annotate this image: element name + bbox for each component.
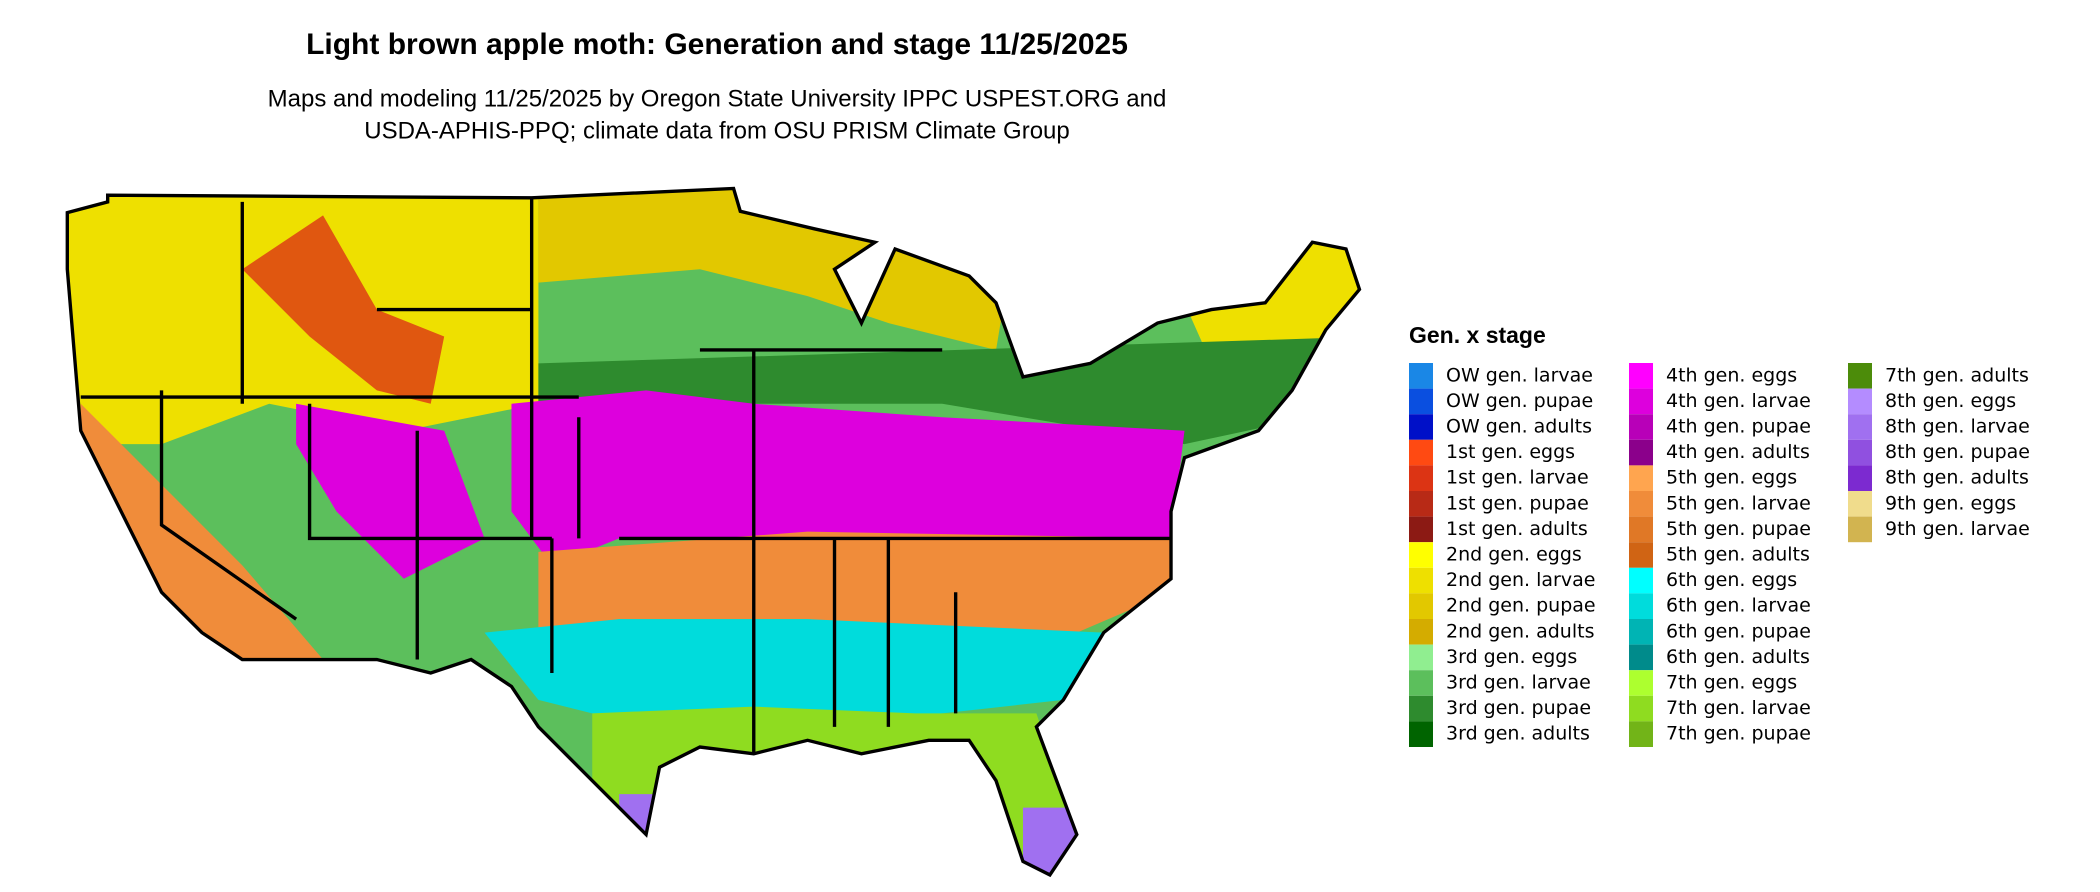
legend-label: 7th gen. pupae bbox=[1666, 723, 1811, 745]
legend-swatch bbox=[1629, 567, 1653, 594]
legend-swatch bbox=[1629, 363, 1653, 389]
legend-label: 2nd gen. eggs bbox=[1446, 544, 1582, 566]
region bbox=[484, 619, 1104, 727]
legend-label: 2nd gen. pupae bbox=[1446, 595, 1596, 617]
legend-label: 5th gen. eggs bbox=[1666, 467, 1797, 489]
legend-swatch bbox=[1848, 414, 1872, 440]
legend-label: 7th gen. eggs bbox=[1666, 672, 1797, 694]
legend-swatch bbox=[1629, 491, 1653, 517]
legend-label: 2nd gen. adults bbox=[1446, 620, 1594, 642]
legend-swatch bbox=[1629, 670, 1653, 696]
region bbox=[242, 215, 445, 404]
legend-label: 8th gen. adults bbox=[1885, 467, 2029, 489]
legend-swatch bbox=[1629, 721, 1653, 747]
legend-label: 4th gen. eggs bbox=[1666, 364, 1797, 386]
legend-swatch bbox=[1409, 516, 1433, 543]
legend-swatch bbox=[1409, 491, 1433, 517]
region bbox=[538, 336, 1360, 445]
legend-swatch bbox=[1409, 593, 1433, 619]
legend-swatch bbox=[1848, 388, 1872, 415]
legend-label: 5th gen. larvae bbox=[1666, 492, 1811, 514]
legend-label: 2nd gen. larvae bbox=[1446, 569, 1595, 591]
legend-swatch bbox=[1409, 388, 1433, 415]
legend-swatch bbox=[1629, 593, 1653, 619]
legend-swatch bbox=[1629, 465, 1653, 491]
legend-swatch bbox=[1848, 363, 1872, 389]
legend-label: 8th gen. pupae bbox=[1885, 441, 2030, 463]
legend: OW gen. larvae OW gen. pupae OW gen. adult… bbox=[1409, 363, 2030, 747]
region bbox=[538, 531, 1185, 633]
legend-swatch bbox=[1848, 491, 1872, 517]
legend-label: 9th gen. larvae bbox=[1885, 518, 2030, 540]
region bbox=[296, 403, 485, 579]
legend-label: OW gen. pupae bbox=[1446, 390, 1593, 412]
legend-label: 7th gen. adults bbox=[1885, 364, 2029, 386]
legend-swatch bbox=[1629, 414, 1653, 440]
legend-label: 6th gen. eggs bbox=[1666, 569, 1797, 591]
region bbox=[592, 706, 1077, 875]
legend-swatch bbox=[1409, 439, 1433, 466]
legend-label: 6th gen. larvae bbox=[1666, 595, 1811, 617]
legend-label: OW gen. adults bbox=[1446, 416, 1592, 438]
legend-label: 3rd gen. pupae bbox=[1446, 697, 1591, 719]
legend-label: 1st gen. adults bbox=[1446, 518, 1588, 540]
map-regions bbox=[67, 188, 1360, 875]
legend-title: Gen. x stage bbox=[1409, 322, 1546, 348]
legend-swatch bbox=[1629, 388, 1653, 415]
legend-swatch bbox=[1409, 363, 1433, 389]
legend-label: 5th gen. pupae bbox=[1666, 518, 1811, 540]
legend-swatch bbox=[1629, 439, 1653, 466]
legend-label: 7th gen. larvae bbox=[1666, 697, 1811, 719]
legend-label: 3rd gen. eggs bbox=[1446, 646, 1577, 668]
legend-swatch bbox=[1848, 465, 1872, 491]
legend-swatch bbox=[1409, 695, 1433, 722]
legend-swatch bbox=[1629, 516, 1653, 543]
legend-swatch bbox=[1848, 439, 1872, 466]
legend-swatch bbox=[1629, 695, 1653, 722]
legend-swatch bbox=[1409, 670, 1433, 696]
legend-label: 8th gen. eggs bbox=[1885, 390, 2016, 412]
region bbox=[511, 390, 1185, 566]
legend-label: 6th gen. adults bbox=[1666, 646, 1810, 668]
legend-swatch bbox=[1409, 542, 1433, 568]
legend-label: 1st gen. larvae bbox=[1446, 467, 1589, 489]
legend-label: 6th gen. pupae bbox=[1666, 620, 1811, 642]
legend-label: 4th gen. pupae bbox=[1666, 416, 1811, 438]
legend-swatch bbox=[1629, 542, 1653, 568]
legend-label: 3rd gen. larvae bbox=[1446, 672, 1591, 694]
legend-label: 1st gen. pupae bbox=[1446, 492, 1589, 514]
legend-label: 5th gen. adults bbox=[1666, 544, 1810, 566]
title: Light brown apple moth: Generation and s… bbox=[306, 28, 1128, 61]
legend-label: OW gen. larvae bbox=[1446, 364, 1593, 386]
legend-swatch bbox=[1409, 414, 1433, 440]
legend-label: 1st gen. eggs bbox=[1446, 441, 1575, 463]
subtitle: Maps and modeling 11/25/2025 by Oregon S… bbox=[268, 85, 1167, 112]
legend-swatch bbox=[1409, 567, 1433, 594]
legend-label: 4th gen. adults bbox=[1666, 441, 1810, 463]
legend-label: 8th gen. larvae bbox=[1885, 416, 2030, 438]
legend-label: 3rd gen. adults bbox=[1446, 723, 1590, 745]
legend-swatch bbox=[1409, 721, 1433, 747]
legend-swatch bbox=[1848, 516, 1872, 543]
legend-label: 9th gen. eggs bbox=[1885, 492, 2016, 514]
legend-swatch bbox=[1409, 644, 1433, 671]
state-borders bbox=[65, 186, 1362, 878]
legend-swatch bbox=[1409, 465, 1433, 491]
legend-swatch bbox=[1629, 619, 1653, 645]
legend-swatch bbox=[1629, 644, 1653, 671]
legend-swatch bbox=[1409, 619, 1433, 645]
map bbox=[65, 186, 1362, 878]
subtitle: USDA-APHIS-PPQ; climate data from OSU PR… bbox=[364, 117, 1070, 144]
legend-label: 4th gen. larvae bbox=[1666, 390, 1811, 412]
